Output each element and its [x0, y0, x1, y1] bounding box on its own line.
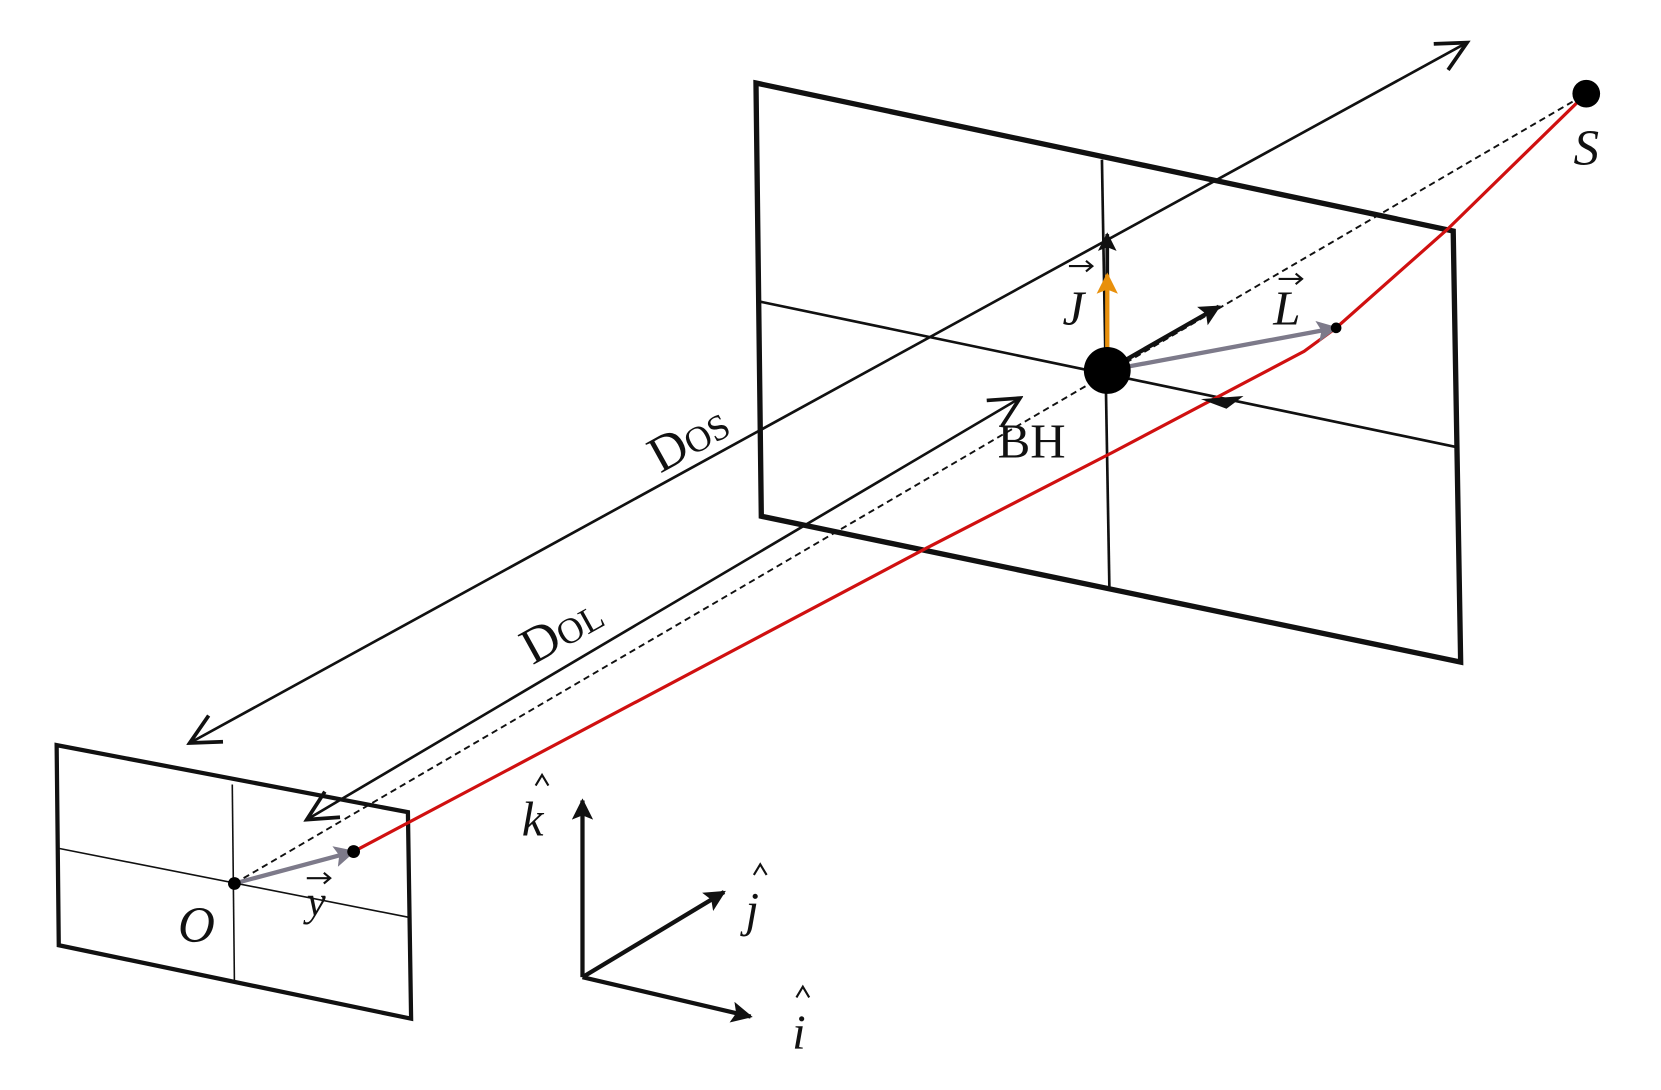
observer-point [228, 877, 241, 890]
black-hole [1083, 347, 1131, 394]
l-point [1330, 322, 1342, 334]
black-hole-label: BH [998, 414, 1066, 469]
source-point [1572, 79, 1601, 108]
image-point [347, 845, 361, 858]
l-vector [1106, 320, 1339, 373]
spin-label: J [1063, 281, 1087, 336]
k-label: k [522, 792, 545, 847]
light-ray [352, 92, 1588, 853]
ray-arrowhead [1200, 395, 1244, 409]
dol-label: DOL [511, 585, 613, 676]
l-label: L [1272, 281, 1300, 336]
dos-label: DOS [638, 394, 738, 484]
y-vector [233, 846, 356, 886]
dol-arrow [307, 398, 1020, 820]
i-label: i [792, 1004, 806, 1059]
dos-arrow [190, 43, 1467, 743]
y-label: y [303, 878, 326, 925]
axes [571, 798, 753, 1023]
j-label: j [739, 882, 759, 937]
observer-label: O [178, 897, 215, 954]
source-label: S [1573, 120, 1599, 177]
line-of-sight [233, 92, 1587, 885]
accents [306, 259, 1304, 998]
